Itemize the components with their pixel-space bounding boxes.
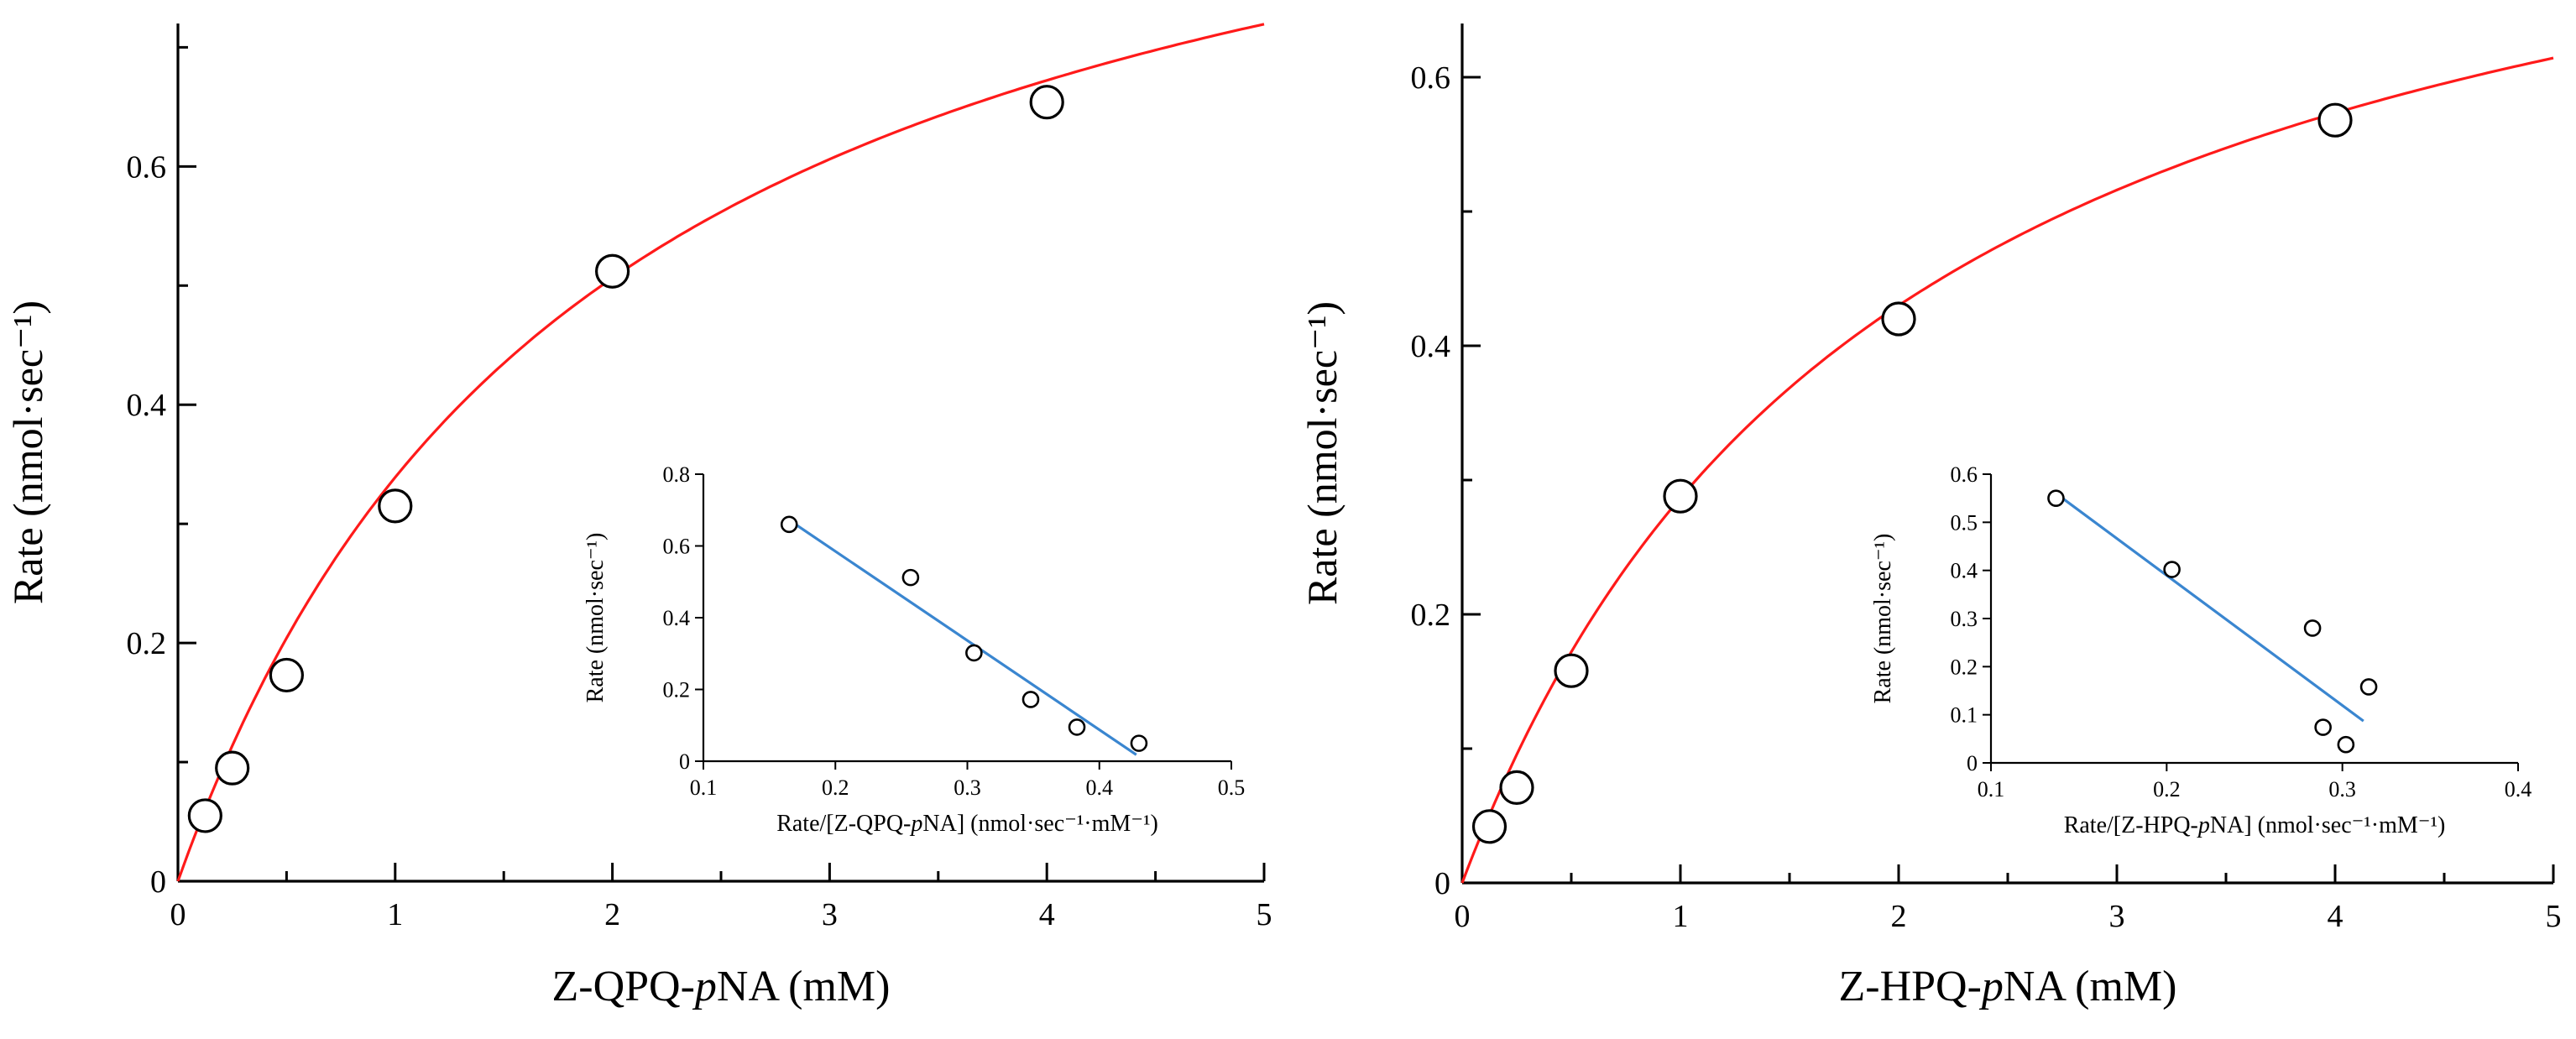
inset-y-axis-label: Rate (nmol·sec⁻¹) — [583, 533, 609, 703]
y-tick-label: 0.2 — [1411, 598, 1451, 633]
inset-data-point — [780, 515, 798, 534]
inset-x-tick-label: 0.1 — [690, 775, 718, 800]
inset-x-tick-label: 0.1 — [1978, 777, 2005, 801]
inset-x-tick-label: 0.5 — [1218, 775, 1246, 800]
x-tick-label: 1 — [1673, 899, 1689, 934]
inset-x-tick-label: 0.3 — [2328, 777, 2356, 801]
inset-plot: 0.1 0.2 0.3 0.4 0.5 0 0.2 0.4 0.6 0.8 Rate/[Z-QPQ-… — [583, 462, 1245, 837]
y-tick-label: 0.4 — [127, 388, 167, 423]
inset-y-axis-label: Rate (nmol·sec⁻¹) — [1870, 534, 1896, 704]
inset-data-point — [1130, 734, 1148, 752]
data-point — [1499, 770, 1534, 806]
inset-y-tick-label: 0.4 — [1951, 559, 1978, 583]
inset-y-tick-label: 0.2 — [663, 678, 691, 702]
data-point — [594, 253, 630, 289]
data-point — [187, 798, 222, 833]
y-tick-label: 0.4 — [1411, 329, 1451, 364]
inset-x-axis-label: Rate/[Z-QPQ-pNA] (nmol·sec⁻¹·mM⁻¹) — [776, 811, 1158, 837]
right-kinetics-panel: 0 1 2 3 4 5 0 0.2 0.4 0.6 Z-HPQ-pNA (mM) Rate (nmol… — [1298, 23, 2562, 1010]
x-tick-label: 3 — [2109, 899, 2125, 934]
data-point — [1881, 301, 1916, 337]
inset-x-tick-label: 0.4 — [2505, 777, 2532, 801]
fit-curve — [1460, 56, 2554, 884]
inset-y-tick-label: 0 — [679, 749, 690, 774]
x-tick-label: 2 — [604, 897, 620, 932]
data-point — [269, 657, 304, 693]
x-tick-label: 0 — [1455, 899, 1471, 934]
y-tick-label: 0.6 — [127, 149, 167, 185]
y-tick-label: 0 — [1434, 866, 1450, 901]
inset-data-point — [901, 568, 920, 587]
x-tick-label: 2 — [1891, 899, 1907, 934]
inset-plot: 0.1 0.2 0.3 0.400.10.20.30.40.50.6Rate/[Z-H… — [1870, 462, 2532, 838]
inset-data-point — [2303, 619, 2322, 637]
inset-fit-line — [788, 519, 1137, 756]
y-tick-label: 0.2 — [127, 626, 167, 661]
inset-y-tick-label: 0.8 — [663, 462, 691, 487]
fit-curve — [176, 23, 1265, 882]
inset-data-point — [2359, 678, 2378, 696]
x-tick-label: 4 — [1039, 897, 1055, 932]
x-axis-label: Z-QPQ-pNA (mM) — [552, 963, 891, 1010]
inset-x-axis-label: Rate/[Z-HPQ-pNA] (nmol·sec⁻¹·mM⁻¹) — [2064, 812, 2446, 838]
inset-data-point — [1022, 691, 1040, 708]
data-point — [2317, 102, 2353, 138]
x-tick-label: 4 — [2328, 899, 2343, 934]
inset-x-tick-label: 0.2 — [822, 775, 849, 800]
y-axis-label: Rate (nmol·sec⁻¹) — [1298, 301, 1345, 605]
inset-y-tick-label: 0.5 — [1951, 510, 1978, 535]
data-point — [378, 488, 413, 524]
inset-y-tick-label: 0.2 — [1951, 655, 1978, 679]
y-tick-label: 0.6 — [1411, 60, 1451, 96]
inset-x-tick-label: 0.3 — [954, 775, 981, 800]
x-tick-label: 0 — [170, 897, 186, 932]
inset-data-point — [2047, 489, 2065, 507]
x-tick-label: 5 — [2546, 899, 2562, 934]
inset-data-point — [2337, 735, 2355, 754]
inset-fit-line — [2055, 492, 2364, 723]
left-kinetics-panel: 0 1 2 3 4 5 0 0.2 0.4 0.6 Z-QPQ-pNA (mM) Rate (nmol… — [4, 23, 1272, 1010]
inset-y-tick-label: 0 — [1967, 751, 1978, 775]
inset-y-tick-label: 0.1 — [1951, 703, 1978, 728]
x-tick-label: 5 — [1257, 897, 1272, 932]
data-point — [1554, 653, 1589, 688]
x-tick-label: 1 — [387, 897, 403, 932]
y-tick-label: 0 — [150, 864, 166, 900]
data-point — [1029, 85, 1064, 120]
inset-data-point — [2314, 718, 2332, 736]
inset-x-tick-label: 0.2 — [2153, 777, 2181, 801]
data-point — [1471, 809, 1507, 844]
x-tick-label: 3 — [822, 897, 838, 932]
inset-x-tick-label: 0.4 — [1086, 775, 1114, 800]
inset-y-tick-label: 0.4 — [663, 606, 691, 630]
inset-data-point — [2163, 561, 2181, 578]
x-axis-label: Z-HPQ-pNA (mM) — [1839, 963, 2177, 1010]
inset-data-point — [1068, 718, 1086, 736]
y-axis-label: Rate (nmol·sec⁻¹) — [4, 300, 51, 604]
data-point — [215, 750, 250, 786]
inset-y-tick-label: 0.6 — [663, 535, 691, 559]
inset-data-point — [965, 644, 983, 662]
inset-y-tick-label: 0.6 — [1951, 462, 1978, 487]
inset-y-tick-label: 0.3 — [1951, 607, 1978, 631]
data-point — [1663, 478, 1698, 514]
